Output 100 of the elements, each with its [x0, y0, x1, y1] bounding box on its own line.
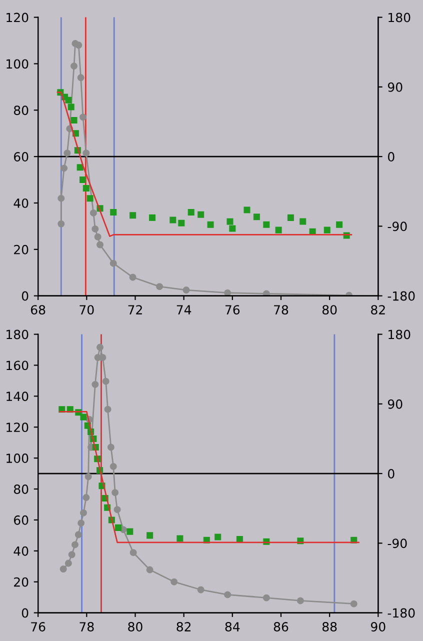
y-tick-label: 60 [14, 152, 28, 162]
x-tick-label: 70 [80, 305, 94, 315]
point [68, 551, 76, 558]
y2-tick-label: -90 [388, 538, 407, 548]
x-tick-label: 90 [370, 622, 386, 632]
point [82, 185, 90, 192]
y2-tick-label: 180 [388, 12, 410, 22]
y-tick-label: 20 [14, 244, 28, 254]
y-tick-label: 20 [14, 577, 28, 587]
x-tick-label: 78 [274, 305, 288, 315]
point [130, 212, 136, 219]
point [197, 586, 204, 594]
point [148, 214, 156, 221]
point [64, 150, 71, 157]
point [156, 283, 164, 290]
y2-tick-label: -180 [388, 291, 415, 301]
point [129, 274, 136, 281]
point [170, 216, 176, 224]
point [176, 535, 184, 542]
x-tick-label: 80 [128, 622, 142, 632]
point [182, 286, 190, 294]
point [244, 206, 250, 214]
point [300, 218, 306, 225]
point [114, 506, 121, 514]
y-tick-label: 140 [6, 392, 28, 402]
point [207, 221, 214, 228]
x-tick-label: 88 [322, 622, 337, 632]
y-tick-label: 120 [6, 422, 28, 432]
point [86, 195, 94, 202]
point [84, 473, 92, 480]
point [188, 209, 194, 216]
y-tick-label: 0 [22, 291, 28, 301]
y2-tick-label: 0 [388, 152, 394, 162]
point [70, 62, 78, 70]
point [96, 241, 104, 248]
x-tick-label: 72 [128, 305, 142, 314]
point [58, 220, 65, 228]
point [102, 378, 110, 385]
point [82, 150, 90, 157]
x-tick-label: 82 [176, 622, 191, 632]
point [262, 594, 270, 602]
point [60, 164, 68, 172]
point [104, 406, 112, 413]
y2-tick-label: 90 [388, 82, 402, 92]
point [287, 214, 294, 221]
x-tick-label: 84 [225, 622, 240, 632]
point [350, 600, 358, 608]
y2-tick-label: 180 [388, 330, 410, 340]
point [107, 444, 114, 451]
point [60, 566, 67, 572]
y2-tick-label: -90 [388, 222, 407, 232]
point [80, 414, 87, 420]
x-tick-label: 86 [274, 622, 288, 632]
y-tick-label: 60 [14, 515, 28, 525]
point [296, 597, 304, 604]
point [90, 209, 97, 216]
point [170, 578, 178, 586]
point [80, 114, 86, 121]
point [178, 220, 185, 226]
y-tick-label: 40 [14, 198, 28, 208]
point [65, 96, 72, 104]
point [68, 104, 74, 110]
point [263, 221, 270, 228]
point [146, 566, 154, 574]
point [214, 534, 222, 540]
point [130, 549, 137, 556]
point [72, 541, 78, 548]
y-tick-label: 100 [6, 454, 28, 463]
point [126, 528, 134, 535]
point [78, 520, 85, 527]
y2-tick-label: 0 [388, 469, 394, 478]
x-tick-label: 76 [225, 305, 240, 315]
point [99, 354, 106, 361]
x-tick-label: 78 [80, 622, 94, 632]
point [110, 209, 117, 216]
y2-tick-label: -180 [388, 608, 415, 618]
point [229, 225, 236, 232]
point [64, 560, 72, 567]
point [112, 489, 119, 496]
point [82, 494, 90, 501]
point [224, 591, 232, 598]
point [80, 176, 86, 184]
point [75, 42, 82, 49]
point [336, 221, 343, 228]
y-tick-label: 80 [14, 106, 28, 116]
point [226, 218, 234, 225]
x-tick-label: 68 [30, 305, 46, 315]
x-tick-label: 82 [371, 305, 385, 315]
point [114, 524, 122, 531]
y-tick-label: 40 [14, 546, 28, 556]
y-tick-label: 180 [6, 330, 28, 340]
point [224, 289, 232, 296]
y-tick-label: 120 [6, 12, 28, 22]
point [275, 226, 282, 234]
point [94, 233, 102, 240]
point [253, 214, 260, 220]
y-tick-label: 100 [6, 59, 28, 69]
point [262, 290, 270, 296]
point [58, 194, 65, 202]
x-tick-label: 80 [322, 305, 337, 315]
